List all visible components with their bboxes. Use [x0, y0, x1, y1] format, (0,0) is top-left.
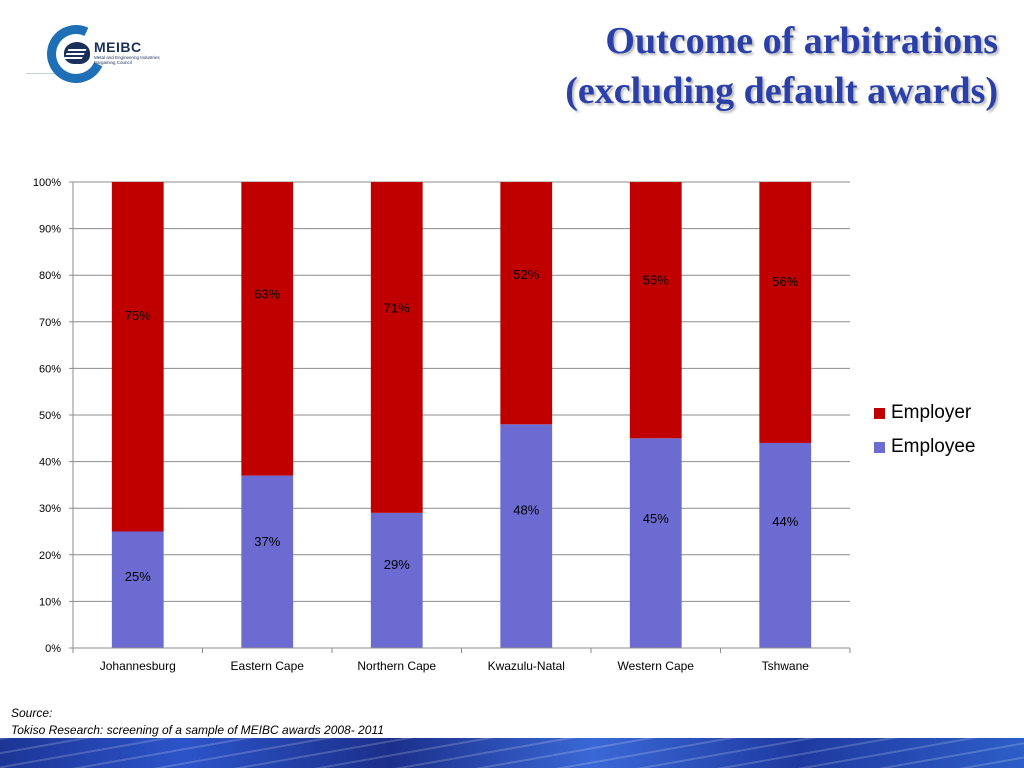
- meibc-logo: MEIBC Metal and Engineering Industries B…: [26, 16, 176, 92]
- logo-subtitle: Metal and Engineering Industries Bargain…: [94, 55, 160, 65]
- title-line-2: (excluding default awards): [565, 70, 998, 112]
- y-tick-label: 20%: [39, 550, 61, 562]
- bar-employer: [241, 182, 294, 476]
- x-tick-label: Eastern Cape: [231, 659, 305, 673]
- bar-employer: [500, 182, 553, 425]
- x-tick-label: Northern Cape: [357, 659, 436, 673]
- bar-employer: [370, 182, 423, 513]
- data-label-employer: 56%: [772, 274, 798, 289]
- legend-label-employee: Employee: [891, 436, 976, 457]
- bar-employer: [111, 182, 164, 532]
- bar-employee: [500, 424, 553, 648]
- x-tick-label: Kwazulu-Natal: [488, 659, 565, 673]
- y-tick-label: 10%: [39, 596, 61, 608]
- x-tick-label: Johannesburg: [100, 659, 176, 673]
- y-tick-label: 60%: [39, 363, 61, 375]
- bar-employee: [241, 475, 294, 648]
- data-label-employee: 44%: [772, 514, 798, 529]
- x-tick-label: Tshwane: [762, 659, 810, 673]
- legend-item-employee: Employee: [874, 430, 976, 464]
- y-tick-label: 40%: [39, 457, 61, 469]
- data-label-employer: 55%: [643, 272, 669, 287]
- footer-band: [0, 738, 1024, 768]
- y-tick-label: 0%: [45, 643, 61, 655]
- legend-item-employer: Employer: [874, 396, 976, 430]
- y-tick-label: 100%: [33, 177, 61, 189]
- data-label-employee: 29%: [384, 557, 410, 572]
- bar-employee: [759, 442, 812, 648]
- data-label-employee: 37%: [254, 534, 280, 549]
- y-tick-label: 90%: [39, 224, 61, 236]
- chart-legend: Employer Employee: [874, 396, 976, 464]
- bar-employee: [629, 438, 682, 648]
- x-tick-label: Western Cape: [618, 659, 695, 673]
- bar-employee: [111, 531, 164, 648]
- data-label-employee: 25%: [125, 569, 151, 584]
- logo-emblem-icon: [64, 42, 90, 64]
- data-label-employee: 45%: [643, 511, 669, 526]
- data-label-employer: 75%: [125, 308, 151, 323]
- legend-swatch-employee: [874, 441, 885, 453]
- logo-rule: [26, 73, 66, 74]
- bar-employer: [759, 182, 812, 443]
- stacked-bar-chart: 25% 75% 37% 63% 29% 71% 48% 52% 45% 55% 44% 56% 0% 1…: [33, 177, 851, 673]
- y-tick-label: 70%: [39, 317, 61, 329]
- legend-swatch-employer: [874, 407, 885, 419]
- y-tick-label: 80%: [39, 270, 61, 282]
- bar-employee: [370, 512, 423, 648]
- source-text: Tokiso Research: screening of a sample o…: [11, 723, 384, 737]
- data-label-employer: 52%: [513, 267, 539, 282]
- data-label-employer: 71%: [384, 301, 410, 316]
- title-line-1: Outcome of arbitrations: [605, 20, 998, 62]
- bar-employer: [629, 182, 682, 439]
- source-note: Source: Tokiso Research: screening of a …: [11, 705, 384, 739]
- slide-title: Outcome of arbitrations (excluding defau…: [565, 16, 998, 116]
- data-label-employer: 63%: [254, 287, 280, 302]
- y-tick-label: 30%: [39, 503, 61, 515]
- logo-name: MEIBC: [94, 39, 142, 55]
- y-tick-label: 50%: [39, 410, 61, 422]
- legend-label-employer: Employer: [891, 402, 972, 423]
- source-label: Source:: [11, 706, 53, 720]
- data-label-employee: 48%: [513, 502, 539, 517]
